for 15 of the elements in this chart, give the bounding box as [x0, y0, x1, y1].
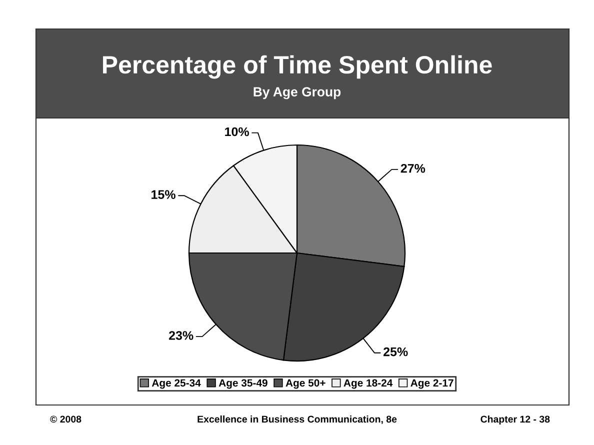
legend-label: Age 2-17	[410, 379, 454, 389]
text: © 2008	[50, 416, 82, 423]
legend-label: Age 35-49	[218, 379, 268, 389]
legend-label: Age 50+	[286, 379, 326, 389]
text: Excellence in Business Communication, 8e	[198, 415, 397, 424]
data-label: 27%	[400, 164, 426, 173]
data-label: 23%	[168, 331, 194, 340]
data-label: 15%	[152, 190, 176, 199]
chart-title: Percentage of Time Spent Online	[103, 55, 492, 79]
data-label: 10%	[225, 127, 249, 136]
text: Chapter 12 - 38	[480, 415, 550, 425]
legend-label: Age 25-34	[152, 379, 201, 389]
chart-subtitle: By Age Group	[254, 87, 341, 100]
data-label: 25%	[384, 347, 408, 356]
legend-label: Age 18-24	[344, 379, 393, 389]
